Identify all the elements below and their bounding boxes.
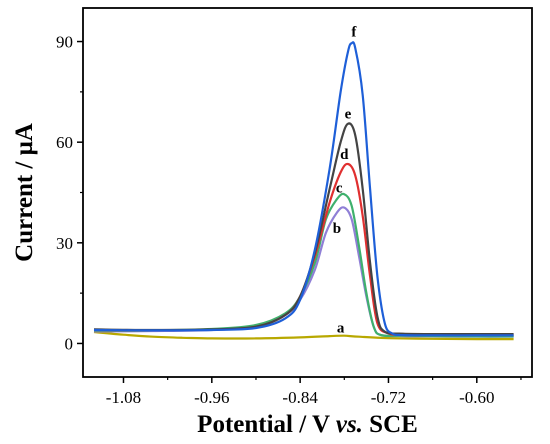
curve-label-f: f — [351, 25, 357, 41]
curve-label-e: e — [345, 107, 352, 123]
curve-label-b: b — [333, 221, 341, 237]
y-tick-label: 90 — [56, 33, 73, 52]
x-tick-label: -1.08 — [106, 388, 141, 407]
series-layer — [93, 41, 514, 341]
series-line-a — [93, 330, 514, 341]
x-tick-label: -0.84 — [282, 388, 318, 407]
x-tick-label: -0.60 — [459, 388, 494, 407]
y-tick-label: 0 — [65, 334, 74, 353]
series-line-b — [93, 206, 514, 338]
series-line-c — [93, 192, 514, 338]
y-axis-title: Current / μA — [11, 123, 38, 262]
y-tick-label: 60 — [56, 133, 73, 152]
y-axis-ticks: 0 30 60 90 — [56, 33, 83, 353]
x-tick-label: -0.72 — [371, 388, 406, 407]
series-line-d — [93, 162, 514, 337]
y-tick-label: 30 — [56, 234, 73, 253]
x-axis-title: Potential / V vs. SCE — [197, 411, 418, 438]
x-axis-ticks: -1.08 -0.96 -0.84 -0.72 -0.60 — [106, 377, 522, 407]
x-tick-label: -0.96 — [194, 388, 229, 407]
curve-label-d: d — [340, 147, 349, 163]
x-axis-title-main: Potential / V — [197, 411, 336, 438]
curve-label-c: c — [336, 181, 343, 197]
curve-label-a: a — [337, 321, 345, 337]
x-axis-title-tail: SCE — [363, 411, 418, 438]
x-axis-title-italic: vs. — [336, 411, 363, 438]
curve-labels: a b c d e f — [333, 25, 358, 337]
series-line-e — [93, 122, 514, 336]
plot-frame — [82, 7, 533, 378]
series-line-f — [93, 41, 514, 337]
